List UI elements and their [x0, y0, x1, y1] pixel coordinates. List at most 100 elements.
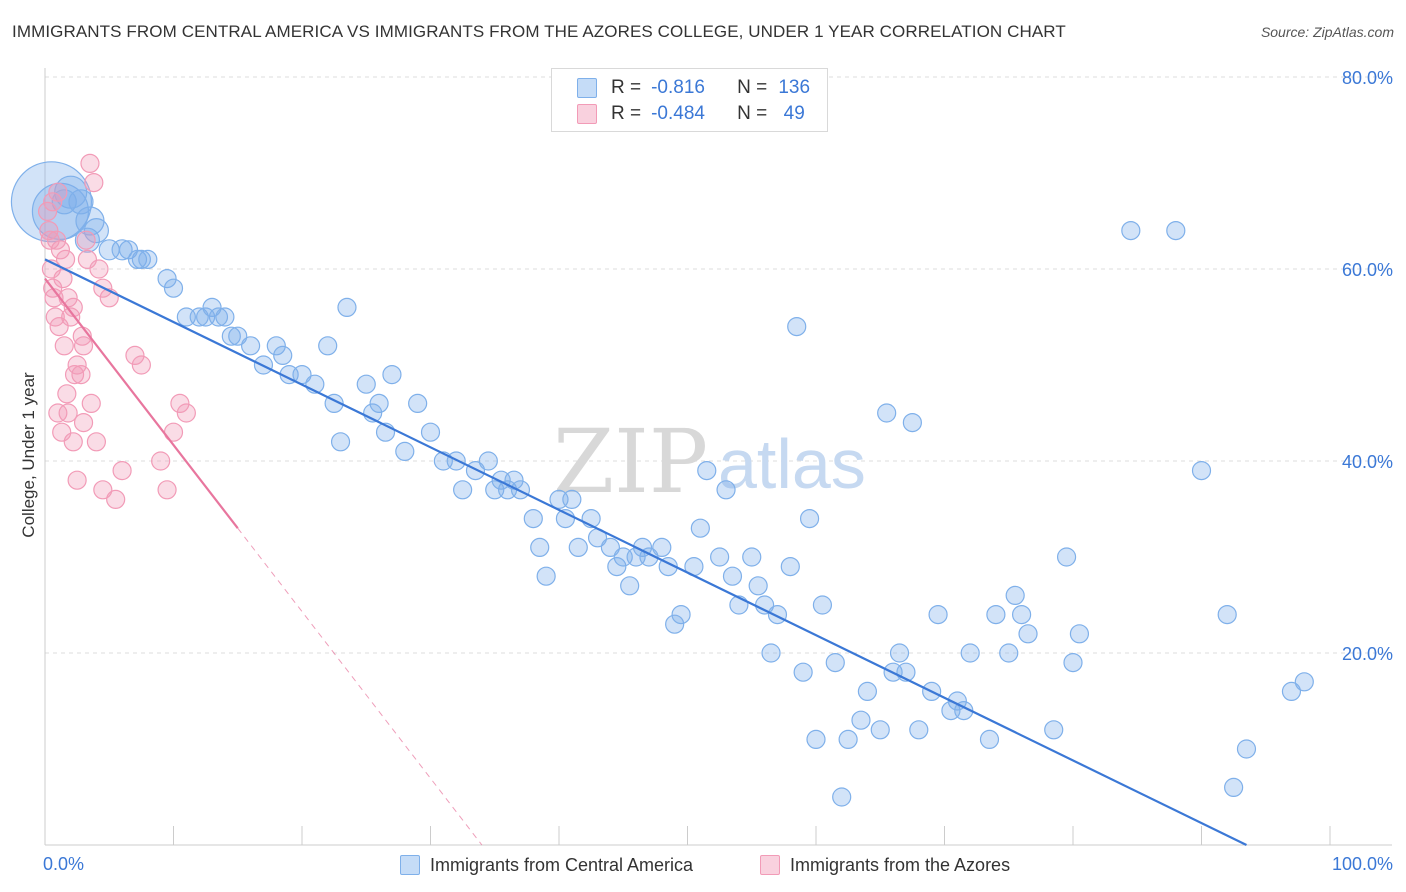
legend-item-azores: Immigrants from the Azores	[760, 852, 1010, 878]
point-azores	[131, 355, 151, 375]
point-central-america	[787, 317, 807, 337]
data-points	[10, 153, 1314, 807]
point-central-america	[761, 643, 781, 663]
point-azores	[54, 336, 74, 356]
point-central-america	[812, 595, 833, 615]
y-tick-label: 20.0%	[1342, 644, 1393, 664]
point-azores	[39, 221, 59, 241]
legend-r-value: -0.484	[651, 103, 705, 124]
point-central-america	[215, 307, 235, 327]
point-central-america	[1121, 221, 1141, 241]
point-azores	[46, 230, 67, 250]
point-central-america	[382, 365, 402, 385]
point-central-america	[710, 547, 730, 567]
point-central-america	[478, 451, 498, 471]
point-azores	[170, 393, 190, 413]
legend-n-label: N =	[737, 103, 768, 124]
point-azores	[48, 182, 68, 202]
point-central-america	[138, 249, 158, 269]
legend-r-label: R =	[611, 77, 642, 98]
point-azores	[48, 403, 68, 423]
point-azores	[106, 489, 126, 509]
point-central-america	[979, 729, 1000, 750]
y-tick-label: 60.0%	[1342, 260, 1393, 280]
point-central-america	[767, 604, 788, 625]
x-tick-label: 0.0%	[43, 854, 84, 874]
point-central-america	[1018, 624, 1038, 644]
point-central-america	[523, 508, 543, 529]
point-azores	[112, 461, 132, 481]
point-central-america	[241, 336, 261, 356]
point-central-america	[1191, 461, 1212, 481]
point-central-america	[157, 269, 177, 289]
trend-line-azores-extension	[237, 527, 483, 846]
point-azores	[93, 480, 113, 500]
point-central-america	[986, 604, 1006, 625]
point-central-america	[870, 720, 890, 740]
point-azores	[52, 422, 72, 442]
point-azores	[71, 365, 91, 385]
point-central-america	[825, 652, 845, 673]
legend-r-value: -0.816	[651, 77, 705, 98]
point-central-america	[1069, 624, 1090, 644]
point-central-america	[793, 662, 813, 682]
point-azores	[67, 470, 87, 490]
point-azores	[49, 317, 69, 337]
point-central-america	[999, 643, 1019, 663]
point-central-america	[716, 480, 736, 500]
point-central-america	[208, 307, 229, 327]
point-central-america	[799, 508, 820, 529]
point-central-america	[1063, 652, 1083, 673]
legend-swatch-pink	[577, 104, 597, 124]
point-central-america	[337, 297, 357, 317]
point-central-america	[127, 249, 148, 269]
point-central-america	[420, 422, 441, 442]
legend-n-value: 49	[783, 103, 805, 124]
point-azores	[43, 192, 63, 212]
point-central-america	[600, 537, 621, 558]
trend-line-azores	[44, 277, 239, 529]
point-central-america	[1005, 585, 1025, 606]
point-central-america	[838, 729, 858, 750]
point-central-america	[408, 393, 428, 413]
point-central-america	[189, 307, 209, 327]
point-central-america	[83, 218, 110, 244]
point-azores	[84, 173, 104, 193]
point-azores	[76, 230, 96, 250]
point-central-america	[202, 297, 222, 317]
legend-n-value: 136	[778, 77, 811, 98]
point-azores	[77, 249, 98, 269]
legend-row-central-america: R = -0.816 N = 136	[577, 76, 813, 100]
point-central-america	[10, 161, 93, 243]
point-central-america	[748, 576, 768, 596]
point-azores	[58, 403, 78, 423]
point-central-america	[356, 374, 376, 394]
point-central-america	[690, 518, 710, 538]
point-central-america	[909, 720, 929, 740]
point-central-america	[1056, 547, 1077, 567]
point-central-america	[228, 326, 248, 346]
point-central-america	[1294, 672, 1314, 692]
point-central-america	[1044, 720, 1064, 740]
point-central-america	[1166, 221, 1186, 241]
point-central-america	[960, 643, 980, 663]
point-central-america	[111, 239, 133, 261]
point-central-america	[671, 604, 691, 625]
point-azores	[151, 451, 171, 471]
point-azores	[125, 345, 145, 365]
point-central-america	[369, 393, 389, 413]
watermark-zip: ZIP	[553, 410, 708, 513]
y-tick-label: 80.0%	[1342, 68, 1393, 88]
point-central-america	[742, 547, 762, 567]
point-azores	[37, 201, 58, 221]
point-central-america	[510, 480, 531, 500]
legend-label-central-america: Immigrants from Central America	[430, 854, 694, 875]
point-central-america	[273, 345, 293, 365]
point-central-america	[395, 441, 415, 461]
point-azores	[80, 153, 100, 173]
chart-title: IMMIGRANTS FROM CENTRAL AMERICA VS IMMIG…	[12, 22, 1066, 41]
point-azores	[50, 240, 71, 260]
legend-swatch-pink	[760, 855, 780, 875]
point-azores	[57, 384, 77, 404]
point-azores	[73, 413, 94, 433]
